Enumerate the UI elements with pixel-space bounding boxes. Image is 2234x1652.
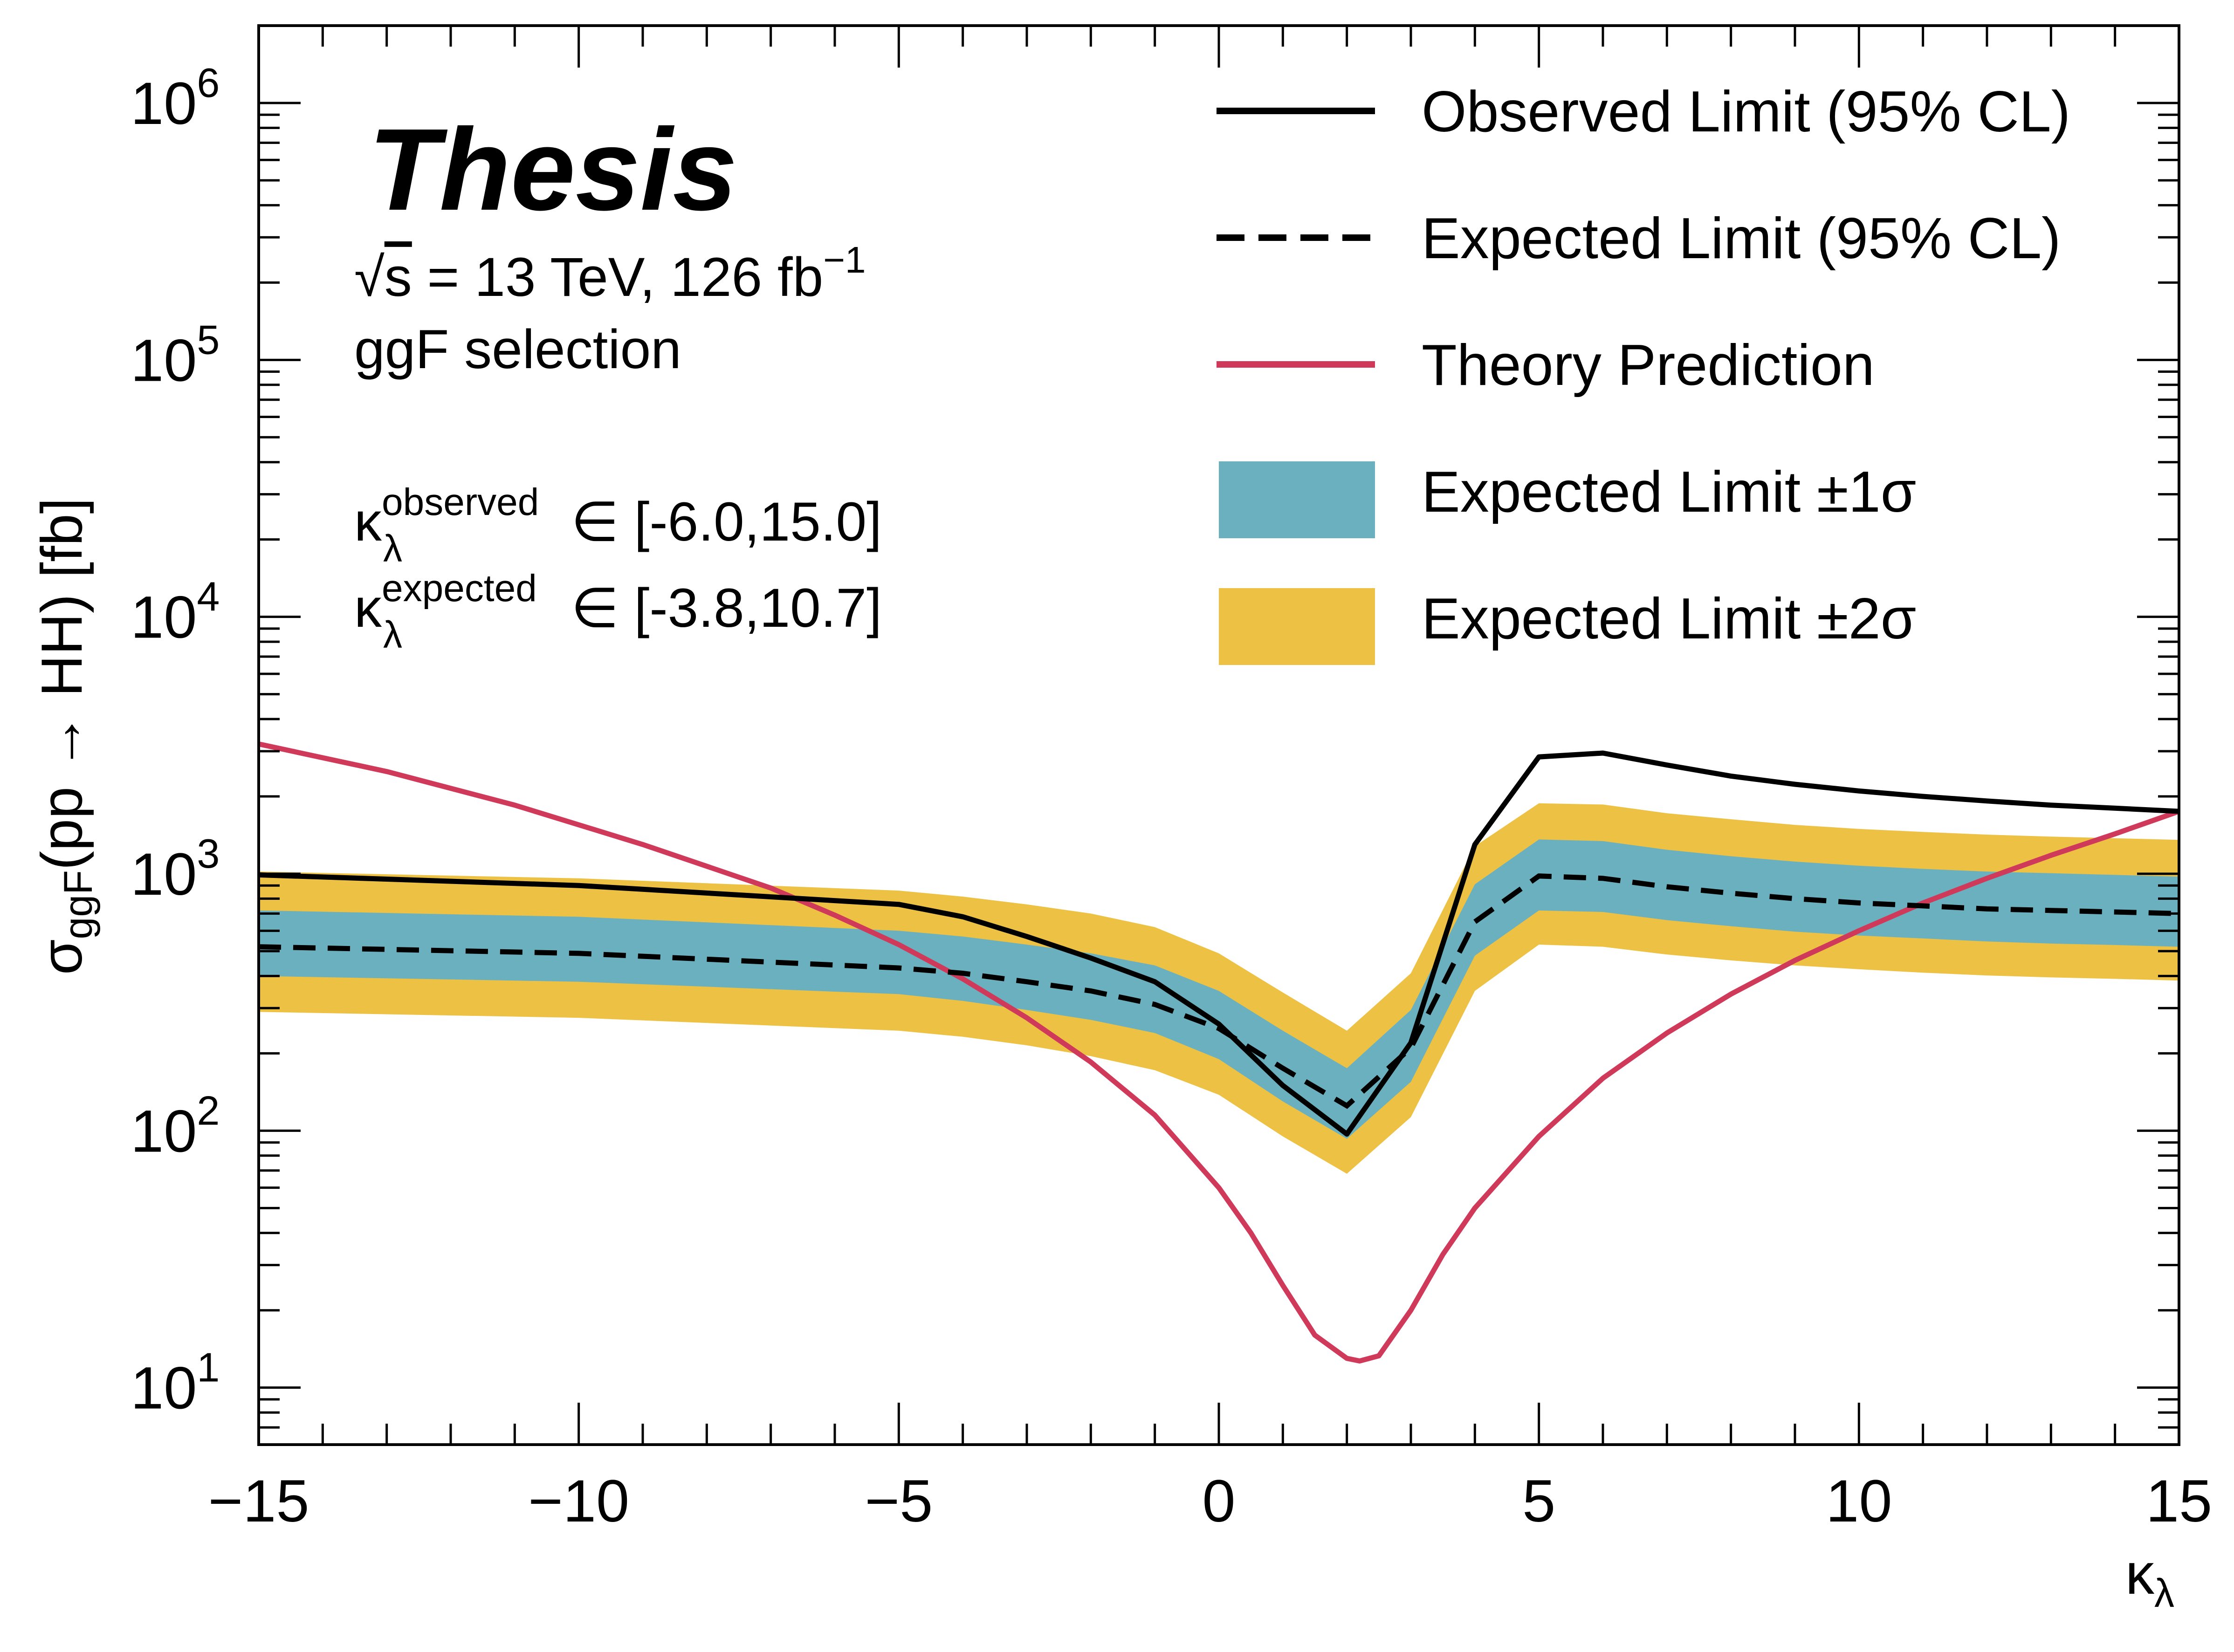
x-tick-label: 5: [1522, 1468, 1555, 1535]
kappa-observed-label: κobserved λ ∈ [-6.0,15.0]: [354, 481, 882, 570]
observed-limit-line: [259, 750, 2179, 1137]
thesis-label: Thesis: [368, 104, 737, 234]
kappa-obs-sub: λ: [383, 528, 402, 570]
y-tick-label: 104: [131, 574, 220, 651]
kappa-exp-range: ∈ [-3.8,10.7]: [571, 577, 882, 639]
legend-theory-label: Theory Prediction: [1422, 333, 1875, 398]
y-tick-label: 102: [131, 1087, 220, 1165]
kappa-exp-sub: λ: [383, 614, 402, 656]
legend-expected-label: Expected Limit (95% CL): [1422, 206, 2061, 271]
kappa-obs-symbol: κ: [354, 491, 382, 553]
legend-band2-swatch: [1219, 588, 1375, 665]
y-axis-label-sub: ggF: [56, 870, 101, 939]
x-tick-label: −5: [865, 1468, 933, 1535]
legend: Observed Limit (95% CL) Expected Limit (…: [1217, 80, 2070, 665]
y-axis-label-rest: (pp → HH) [fb]: [30, 498, 94, 870]
legend-observed-label: Observed Limit (95% CL): [1422, 80, 2070, 144]
band-1sigma: [259, 839, 2179, 1139]
tick-labels: −15 −10 −5 0 5 10 15 101 102 103 104 105 106: [131, 60, 2212, 1535]
axis-ticks: [257, 24, 2180, 1446]
expected-limit-line: [259, 873, 2179, 1109]
energy-rest: = 13 TeV, 126 fb: [412, 247, 824, 308]
kappa-obs-range: ∈ [-6.0,15.0]: [571, 491, 882, 553]
kappa-expected-label: κexpected λ ∈ [-3.8,10.7]: [354, 567, 882, 656]
plot-area: [259, 741, 2179, 1364]
sqrt-symbol: √: [354, 247, 385, 308]
y-tick-label: 106: [131, 60, 220, 137]
x-axis-label-sub: λ: [2154, 1571, 2174, 1616]
kappa-exp-symbol: κ: [354, 577, 382, 639]
energy-lumi-label: √s = 13 TeV, 126 fb−1: [354, 239, 866, 308]
x-tick-label: −15: [208, 1468, 309, 1535]
y-axis-label-sigma: σ: [30, 939, 94, 975]
lumi-exponent: −1: [823, 239, 866, 281]
y-axis-label: σggF(pp → HH) [fb]: [30, 498, 101, 975]
x-tick-label: −10: [528, 1468, 629, 1535]
plot-frame: [257, 24, 2180, 1446]
kappa-obs-sup: observed: [382, 481, 539, 523]
y-tick-label: 103: [131, 830, 220, 908]
x-tick-label: 10: [1826, 1468, 1892, 1535]
legend-band1-label: Expected Limit ±1σ: [1422, 460, 1916, 524]
x-axis-label-kappa: κ: [2125, 1542, 2155, 1606]
sqrt-s: s: [385, 247, 412, 308]
kappa-exp-sup: expected: [382, 567, 537, 610]
legend-band2-label: Expected Limit ±2σ: [1422, 587, 1916, 651]
y-tick-label: 105: [131, 316, 220, 394]
x-tick-label: 15: [2146, 1468, 2212, 1535]
y-tick-label: 101: [131, 1344, 220, 1422]
selection-label: ggF selection: [354, 319, 681, 380]
theory-prediction-line: [259, 741, 2179, 1364]
legend-band1-swatch: [1219, 461, 1375, 538]
x-tick-label: 0: [1202, 1468, 1235, 1535]
x-axis-label: κλ: [2125, 1542, 2174, 1616]
